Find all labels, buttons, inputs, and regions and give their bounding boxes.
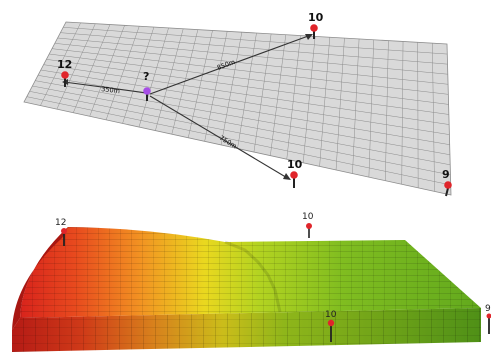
top-panel: 350m 850m 750m 10 12 ? 10 9 [23,11,452,197]
pin-head [306,223,312,229]
pin-label: 10 [325,310,337,320]
grid-line [51,48,449,95]
grid-line [26,96,451,186]
grid-line [286,35,301,160]
pin-head [143,87,151,95]
grid-line [302,36,316,163]
grid-line [138,27,169,128]
pin-head [61,228,67,234]
grid-line [204,31,228,142]
grid-line [220,32,243,145]
pin-head [310,24,318,32]
pin-bottom-top-mid: 10 [302,212,314,238]
pin-label: ? [143,70,149,83]
arrow-to-top-right [149,34,312,95]
grid-line [155,28,184,131]
bottom-panel: 12 10 10 9 [12,212,491,352]
grid-line [187,30,213,138]
pin-label: 9 [442,168,450,181]
grid-line [54,43,449,85]
pin-label: 10 [287,158,303,171]
pin-bottom-left: 12 [55,218,67,246]
arrowhead-bottom-mid [283,173,291,180]
grid-line [63,27,448,55]
grid-line [35,80,450,155]
grid-line [49,53,449,105]
pin-label: 9 [485,304,491,314]
pin-head [444,181,452,189]
grid-line [29,91,451,176]
arrow-to-bottom-mid [149,95,290,180]
pin-label: 12 [55,218,66,228]
grid-line [43,64,450,125]
grid-line [40,69,450,135]
grid-line [122,26,155,124]
pin-top-right: 10 [308,11,324,39]
pin-bottom-right-edge: 9 [485,304,491,334]
grid-line [37,75,450,145]
surface-left-face [12,227,68,330]
grid-line [319,37,331,167]
grid-line [335,38,345,170]
surface-top-blocks [20,227,481,318]
arrow-to-left [63,81,148,94]
grid-line [401,41,404,185]
pin-label: 10 [308,11,324,24]
pin-label: 12 [57,58,72,71]
pin-head [61,71,69,79]
grid-line [253,33,272,153]
distance-label-350m: 350m [101,85,121,95]
grid-line [40,22,81,106]
grid-line [32,85,451,166]
grid-line [368,39,374,178]
grid-line [352,38,360,174]
grid-line [56,23,96,110]
distance-arrows [62,34,313,180]
grid-line [60,32,448,65]
pin-left: 12 [57,58,72,87]
grid-line [171,29,199,135]
pin-center-unknown: ? [143,70,151,101]
pin-label: 10 [302,212,314,222]
grid-line [270,34,287,156]
grid-line [89,25,125,117]
grid-line [73,24,111,113]
pin-bottom-right: 9 [442,168,452,197]
pin-head [327,319,335,327]
grid-plane [23,21,452,196]
pin-head [486,313,491,319]
surface-front-blocks [12,308,481,352]
arrowhead-top-right [305,34,313,40]
grid-line [432,43,435,192]
grid-line [105,26,140,120]
pin-head [290,171,298,179]
grid-line [385,40,389,181]
surface-step-ridge [224,240,282,313]
grid-line [46,59,449,115]
pin-bottom-front-mid: 10 [325,310,337,342]
grid-line [237,32,257,149]
pin-bottom-mid: 10 [287,158,303,188]
